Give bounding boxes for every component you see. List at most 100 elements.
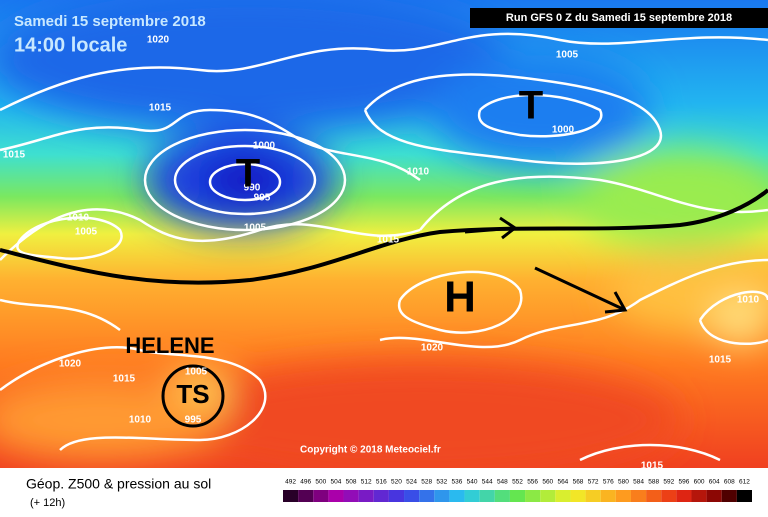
scale-swatch — [540, 490, 556, 502]
isobar-label: 1000 — [253, 141, 276, 152]
date-label: Samedi 15 septembre 2018 — [14, 13, 206, 30]
isobar-label: 1005 — [244, 223, 267, 234]
system-label: T — [519, 84, 543, 128]
scale-label: 588 — [648, 479, 659, 486]
scale-swatch — [509, 490, 526, 502]
scale-swatch — [646, 490, 662, 502]
scale-label: 532 — [436, 479, 447, 486]
arrows — [464, 216, 628, 314]
scale-label: 496 — [300, 479, 311, 486]
scale-label: 568 — [573, 479, 584, 486]
system-label: HELENE — [125, 333, 214, 358]
scale-swatch — [313, 490, 329, 502]
scale-label: 552 — [512, 479, 523, 486]
scale-swatch — [464, 490, 480, 502]
isobar-label: 1005 — [556, 50, 579, 61]
scale-label: 500 — [315, 479, 326, 486]
scale-label: 524 — [406, 479, 417, 486]
isobar-label: 1015 — [377, 235, 400, 246]
isobar-label: 1010 — [407, 167, 430, 178]
scale-label: 604 — [709, 479, 720, 486]
scale-label: 520 — [391, 479, 402, 486]
scale-swatch — [388, 490, 405, 502]
scale-label: 600 — [694, 479, 705, 486]
isobar-label: 1010 — [737, 295, 760, 306]
scale-label: 544 — [482, 479, 493, 486]
isobar-label: 1015 — [3, 150, 26, 161]
isobar-label: 1020 — [59, 359, 82, 370]
scale-swatch — [630, 490, 647, 502]
isobar-label: 1010 — [129, 415, 152, 426]
footer-title: Géop. Z500 & pression au sol — [26, 476, 211, 492]
scale-swatch — [691, 490, 707, 502]
scale-label: 576 — [603, 479, 614, 486]
scale-swatch — [283, 490, 299, 502]
scale-swatch — [358, 490, 374, 502]
scale-swatch — [373, 490, 389, 502]
system-label: TS — [176, 379, 209, 409]
isobar-label: 1005 — [185, 367, 208, 378]
scale-label: 572 — [588, 479, 599, 486]
system-label: T — [236, 152, 260, 196]
scale-swatch — [721, 490, 737, 502]
isobar-label: 1005 — [75, 227, 98, 238]
scale-swatch — [328, 490, 344, 502]
system-label: H — [444, 273, 476, 322]
scale-swatch — [419, 490, 435, 502]
scale-swatch — [570, 490, 586, 502]
scale-swatch — [585, 490, 601, 502]
isobar-label: 1015 — [709, 355, 732, 366]
time-label: 14:00 locale — [14, 34, 127, 56]
scale-swatch — [661, 490, 677, 502]
scale-label: 492 — [285, 479, 296, 486]
isobar-label: 990 — [244, 183, 261, 194]
scale-swatch — [706, 490, 722, 502]
scale-label: 564 — [557, 479, 568, 486]
scale-label: 540 — [467, 479, 478, 486]
isobar-label: 1020 — [147, 35, 170, 46]
scale-label: 580 — [618, 479, 629, 486]
run-label: Run GFS 0 Z du Samedi 15 septembre 2018 — [506, 12, 732, 24]
scale-swatch — [555, 490, 571, 502]
isobar-label: 995 — [254, 193, 271, 204]
scale-swatch — [615, 490, 631, 502]
scale-swatch — [600, 490, 616, 502]
isobar-label: 995 — [185, 415, 202, 426]
scale-label: 584 — [633, 479, 644, 486]
scale-swatch — [434, 490, 450, 502]
scale-label: 516 — [376, 479, 387, 486]
scale-swatch — [494, 490, 510, 502]
isobar-label: 1015 — [149, 103, 172, 114]
scale-swatch — [525, 490, 541, 502]
scale-label: 528 — [421, 479, 432, 486]
scale-label: 608 — [724, 479, 735, 486]
scale-swatch — [343, 490, 359, 502]
copyright: Copyright © 2018 Meteociel.fr — [300, 445, 441, 456]
scale-swatch — [736, 490, 752, 502]
scale-label: 512 — [361, 479, 372, 486]
footer-lead: (+ 12h) — [30, 497, 65, 509]
scale-label: 548 — [497, 479, 508, 486]
isobar-label: 1010 — [67, 213, 90, 224]
run-box — [470, 8, 768, 28]
field — [0, 0, 768, 468]
isobar-label: 1000 — [552, 125, 575, 136]
storm-ring — [161, 364, 225, 428]
scale-swatch — [298, 490, 314, 502]
jet-stream — [0, 188, 768, 285]
scale-swatch — [449, 490, 465, 502]
scale-label: 504 — [331, 479, 342, 486]
scale-label: 560 — [542, 479, 553, 486]
scale-label: 508 — [346, 479, 357, 486]
scale-swatch — [404, 490, 420, 502]
scale-label: 612 — [739, 479, 750, 486]
scale-label: 596 — [678, 479, 689, 486]
scale-swatch — [479, 490, 495, 502]
isobar-label: 1020 — [421, 343, 444, 354]
scale-label: 536 — [452, 479, 463, 486]
scale-swatch — [676, 490, 692, 502]
isobar-lines — [0, 32, 768, 462]
isobar-label: 1015 — [113, 374, 136, 385]
isobar-label: 1015 — [641, 461, 664, 472]
